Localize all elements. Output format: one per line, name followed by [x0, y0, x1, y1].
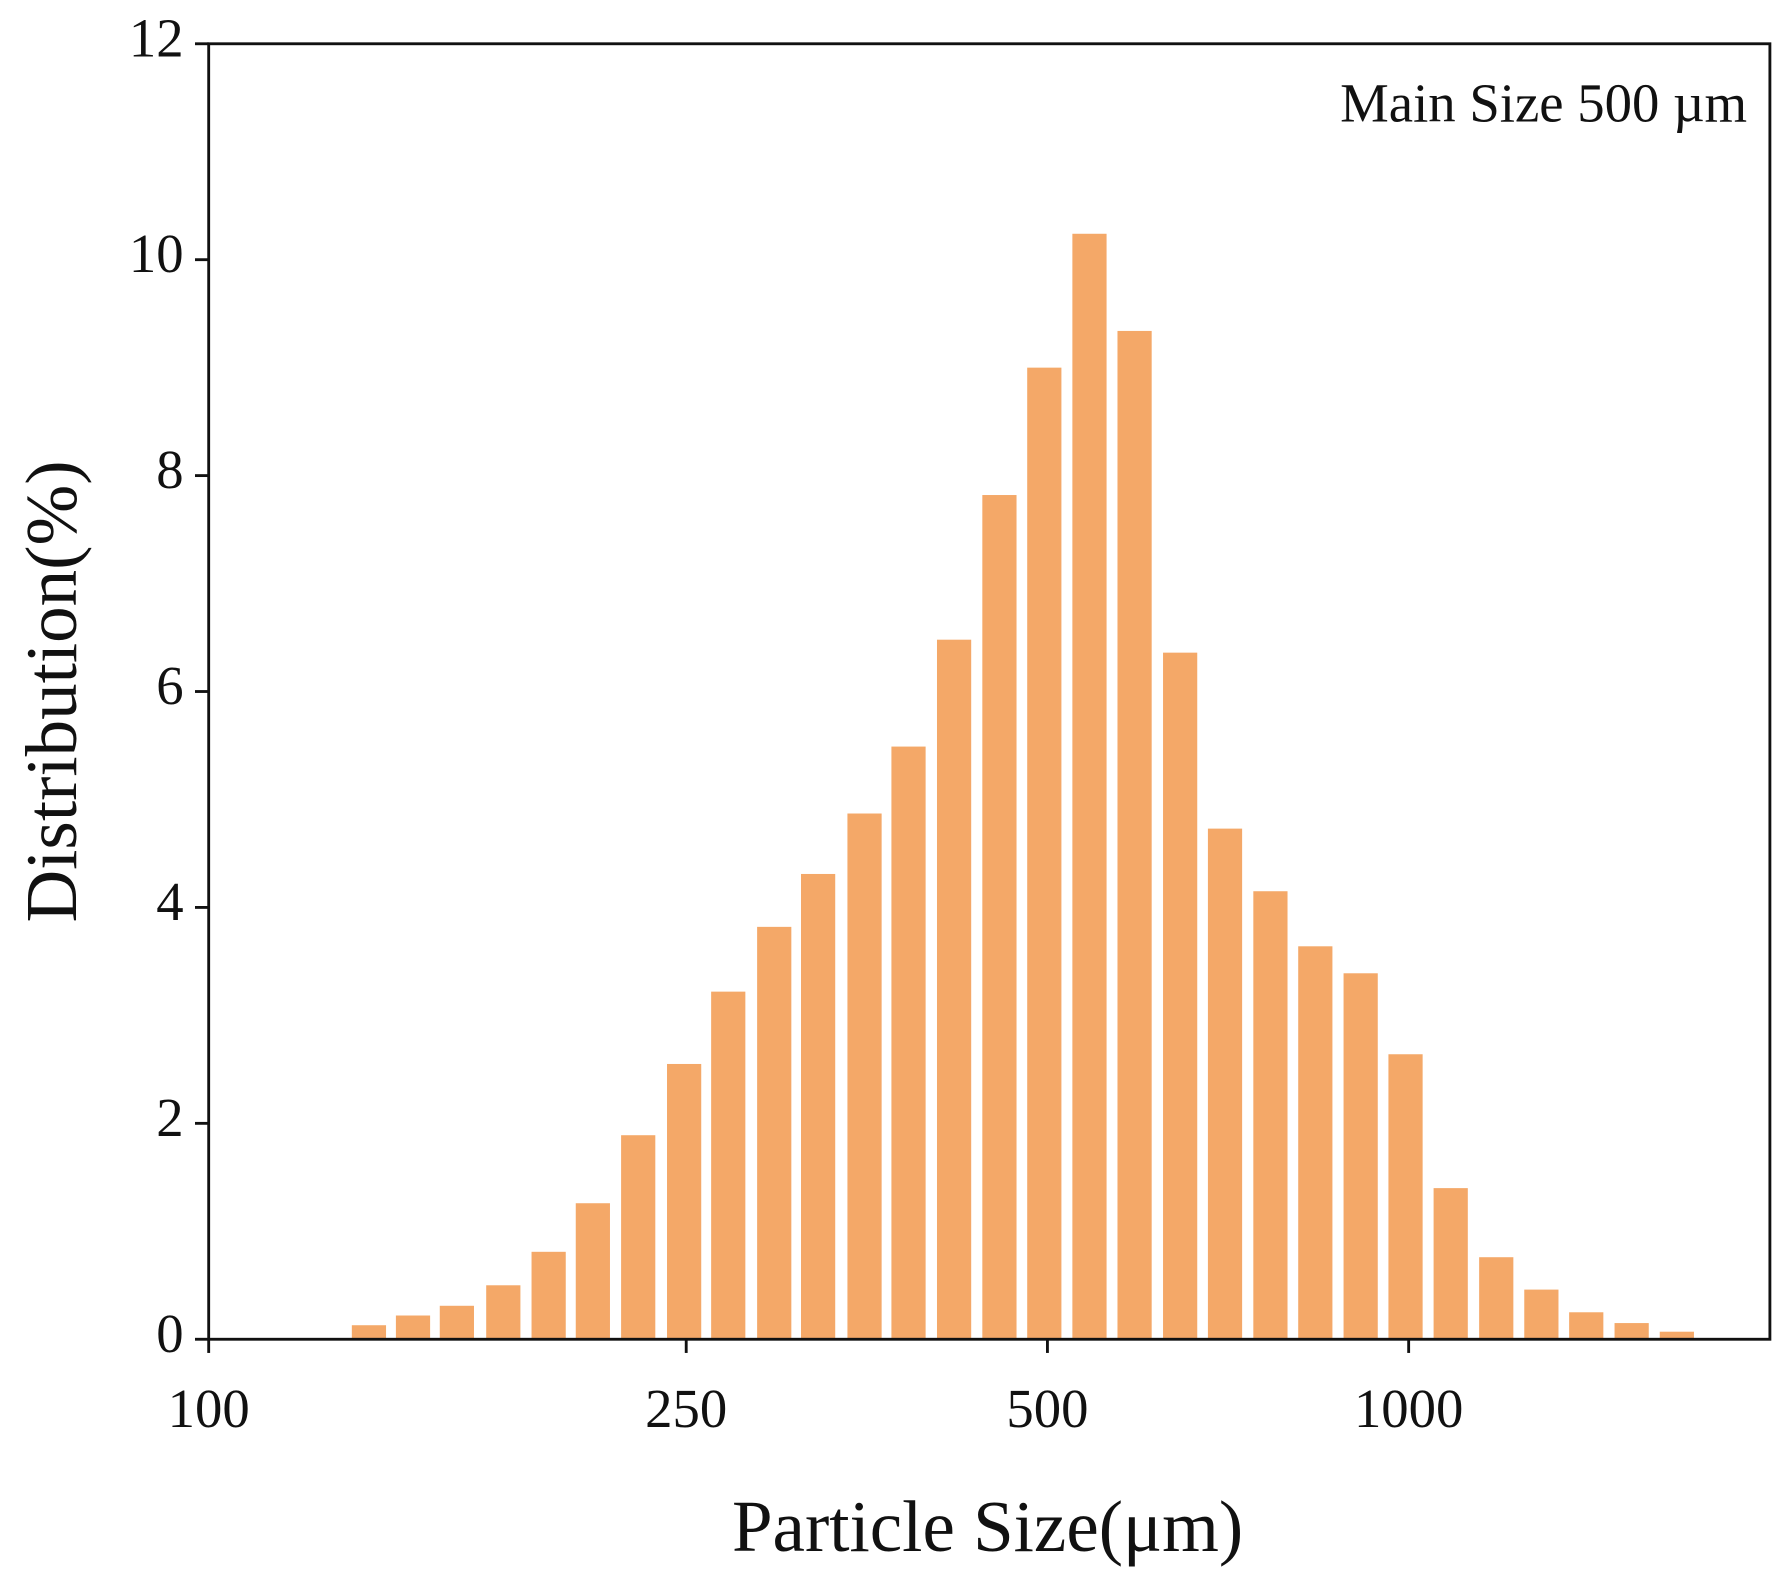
y-tick-label: 12 — [129, 7, 184, 68]
bar — [621, 1135, 656, 1340]
bar — [395, 1315, 431, 1340]
y-tick-label: 4 — [156, 871, 183, 932]
bar — [1614, 1323, 1649, 1340]
y-tick-label: 2 — [156, 1087, 183, 1148]
bar — [1027, 367, 1062, 1340]
bar — [1524, 1289, 1559, 1340]
bar — [1253, 891, 1288, 1340]
x-tick-label: 250 — [645, 1378, 727, 1439]
x-tick-label: 100 — [168, 1378, 250, 1439]
x-axis-label: Particle Size(μm) — [732, 1486, 1243, 1567]
x-tick-label: 1000 — [1354, 1378, 1463, 1439]
bar — [847, 813, 882, 1340]
y-tick-label: 8 — [156, 439, 183, 500]
bar — [439, 1305, 474, 1340]
bar — [711, 991, 746, 1340]
bar — [982, 495, 1017, 1340]
x-tick-label: 500 — [1006, 1378, 1088, 1439]
bar — [1072, 233, 1107, 1340]
y-tick-label: 6 — [156, 655, 183, 716]
bar — [1569, 1312, 1604, 1340]
bar — [891, 746, 926, 1340]
bar — [801, 873, 836, 1340]
bar — [1659, 1331, 1694, 1340]
bar — [936, 639, 972, 1340]
bar — [1163, 652, 1198, 1340]
bar — [1117, 330, 1152, 1340]
bar — [1343, 973, 1378, 1340]
bar — [1479, 1257, 1514, 1340]
bar — [667, 1063, 702, 1340]
bar — [486, 1285, 521, 1340]
bar — [1207, 828, 1243, 1340]
bar — [1388, 1054, 1423, 1340]
bar — [1433, 1188, 1468, 1340]
y-tick-label: 10 — [129, 223, 184, 284]
bar — [575, 1203, 610, 1340]
y-tick-label: 0 — [156, 1303, 183, 1364]
bar — [531, 1251, 566, 1340]
bar — [757, 926, 792, 1340]
y-axis-label: Distribution(%) — [11, 460, 92, 922]
bar — [351, 1325, 387, 1340]
bar — [1298, 946, 1333, 1340]
annotation: Main Size 500 µm — [1340, 72, 1747, 133]
